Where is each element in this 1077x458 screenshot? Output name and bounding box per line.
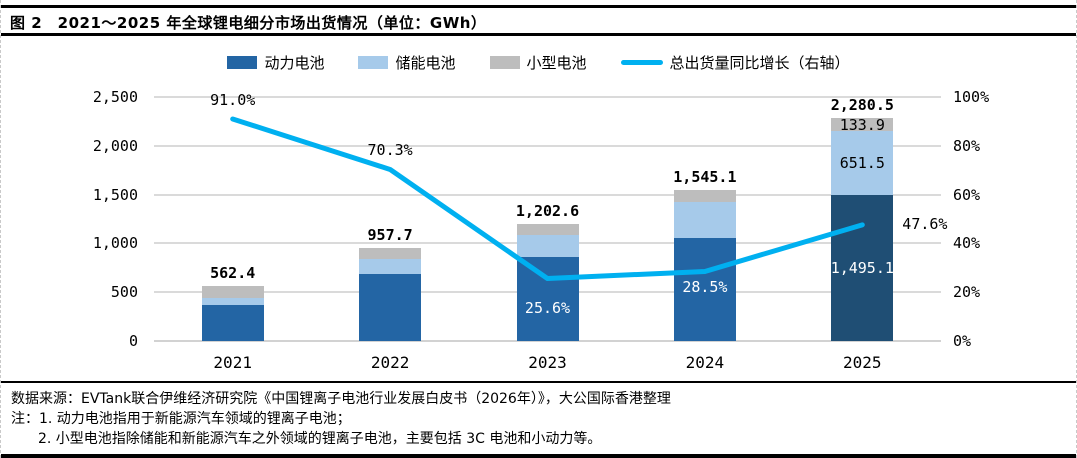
right-axis-tick-label: 0% — [953, 332, 972, 350]
legend-item-small-battery: 小型电池 — [489, 52, 587, 73]
bar-segment-动力电池-2023 — [516, 256, 579, 341]
bar-segment-动力电池-2025 — [831, 195, 894, 341]
legend-swatch-storage-battery — [358, 56, 389, 69]
right-axis-tick-label: 60% — [953, 185, 981, 204]
bar-segment-储能电池-2024 — [673, 202, 736, 239]
bar-segment-小型电池-2023 — [516, 223, 579, 235]
growth-rate-label-2025: 47.6% — [902, 214, 948, 233]
right-axis-tick-label: 100% — [953, 88, 990, 106]
growth-line — [230, 116, 865, 282]
legend-item-yoy-growth-line: 总出货量同比增长（右轴） — [620, 52, 850, 73]
bar-total-label-2024: 1,545.1 — [673, 168, 737, 187]
figure-title-bar: 图 2 2021～2025 年全球锂电细分市场出货情况（单位：GWh） — [1, 5, 1076, 36]
x-axis-label-2025: 2025 — [843, 353, 882, 372]
chart-legend: 动力电池 储能电池 小型电池 总出货量同比增长（右轴） — [1, 52, 1076, 73]
gridline — [154, 144, 941, 147]
y-axis-tick-label: 2,500 — [92, 88, 138, 106]
legend-label-small-battery: 小型电池 — [526, 54, 587, 72]
bar-total-label-2025: 2,280.5 — [830, 96, 894, 115]
bar-segment-小型电池-2022 — [359, 247, 422, 259]
growth-rate-label-2023: 25.6% — [524, 298, 571, 317]
legend-item-storage-battery: 储能电池 — [358, 52, 456, 73]
figure-title: 图 2 2021～2025 年全球锂电细分市场出货情况（单位：GWh） — [10, 14, 487, 32]
bar-segment-储能电池-2022 — [359, 258, 422, 275]
bar-total-label-2021: 562.4 — [210, 264, 256, 283]
plot-area: 0 0% 500 20% 1,000 40% 1,500 60% 2,000 80% 2,500 10… — [93, 88, 989, 372]
legend-item-power-battery: 动力电池 — [227, 52, 324, 73]
bar-segment-储能电池-2021 — [201, 298, 264, 305]
legend-swatch-power-battery — [227, 56, 258, 69]
gridline — [154, 193, 941, 196]
segment-value-label-2025-小型电池: 133.9 — [839, 115, 885, 134]
yoy-growth-line-chart — [230, 116, 865, 282]
bar-segment-储能电池-2023 — [516, 234, 579, 257]
growth-rate-label-2021: 91.0% — [210, 90, 256, 109]
data-source-line: 数据来源：EVTank联合伊维经济研究院《中国锂离子电池行业发展白皮书（2026… — [11, 391, 671, 407]
right-axis-tick-label: 20% — [953, 283, 981, 302]
right-axis-tick-label: 40% — [953, 234, 981, 253]
gridline — [154, 96, 941, 98]
bar-total-label-2023: 1,202.6 — [515, 201, 580, 220]
x-axis-label-2022: 2022 — [370, 353, 410, 372]
x-axis-label-2023: 2023 — [528, 353, 567, 372]
growth-rate-label-2022: 70.3% — [367, 141, 413, 160]
x-axis-label-2021: 2021 — [213, 353, 252, 372]
figure-footnotes: 数据来源：EVTank联合伊维经济研究院《中国锂离子电池行业发展白皮书（2026… — [1, 381, 1076, 458]
y-axis-tick-label: 0 — [128, 332, 138, 350]
bar-segment-小型电池-2025 — [831, 118, 894, 132]
segment-value-label-2025-动力电池: 1,495.1 — [830, 259, 894, 278]
gridline — [154, 340, 941, 342]
note-line-1: 注：1. 动力电池指用于新能源汽车领域的锂离子电池； — [11, 411, 351, 427]
growth-rate-label-2024: 28.5% — [682, 278, 728, 297]
legend-swatch-small-battery — [489, 56, 520, 69]
bar-segment-动力电池-2021 — [201, 304, 264, 341]
legend-label-yoy-growth-line: 总出货量同比增长（右轴） — [669, 54, 850, 72]
bar-total-label-2022: 957.7 — [367, 225, 413, 244]
y-axis-tick-label: 1,500 — [92, 185, 138, 204]
y-axis-tick-label: 1,000 — [92, 234, 138, 253]
bar-segment-小型电池-2024 — [673, 190, 736, 203]
bar-segment-动力电池-2022 — [359, 274, 422, 341]
legend-label-storage-battery: 储能电池 — [395, 54, 456, 72]
y-axis-tick-label: 500 — [110, 283, 138, 302]
segment-value-label-2025-储能电池: 651.5 — [839, 154, 885, 173]
bar-segment-储能电池-2025 — [831, 131, 894, 196]
note-line-2: 2. 小型电池指除储能和新能源汽车之外领域的锂离子电池，主要包括 3C 电池和小… — [38, 431, 602, 447]
right-axis-tick-label: 80% — [953, 136, 981, 155]
bar-segment-动力电池-2024 — [673, 238, 736, 341]
legend-swatch-yoy-growth-line — [620, 60, 663, 65]
y-axis-tick-label: 2,000 — [92, 136, 138, 155]
bar-segment-小型电池-2021 — [201, 286, 264, 299]
legend-label-power-battery: 动力电池 — [264, 54, 325, 72]
x-axis-label-2024: 2024 — [685, 353, 725, 372]
